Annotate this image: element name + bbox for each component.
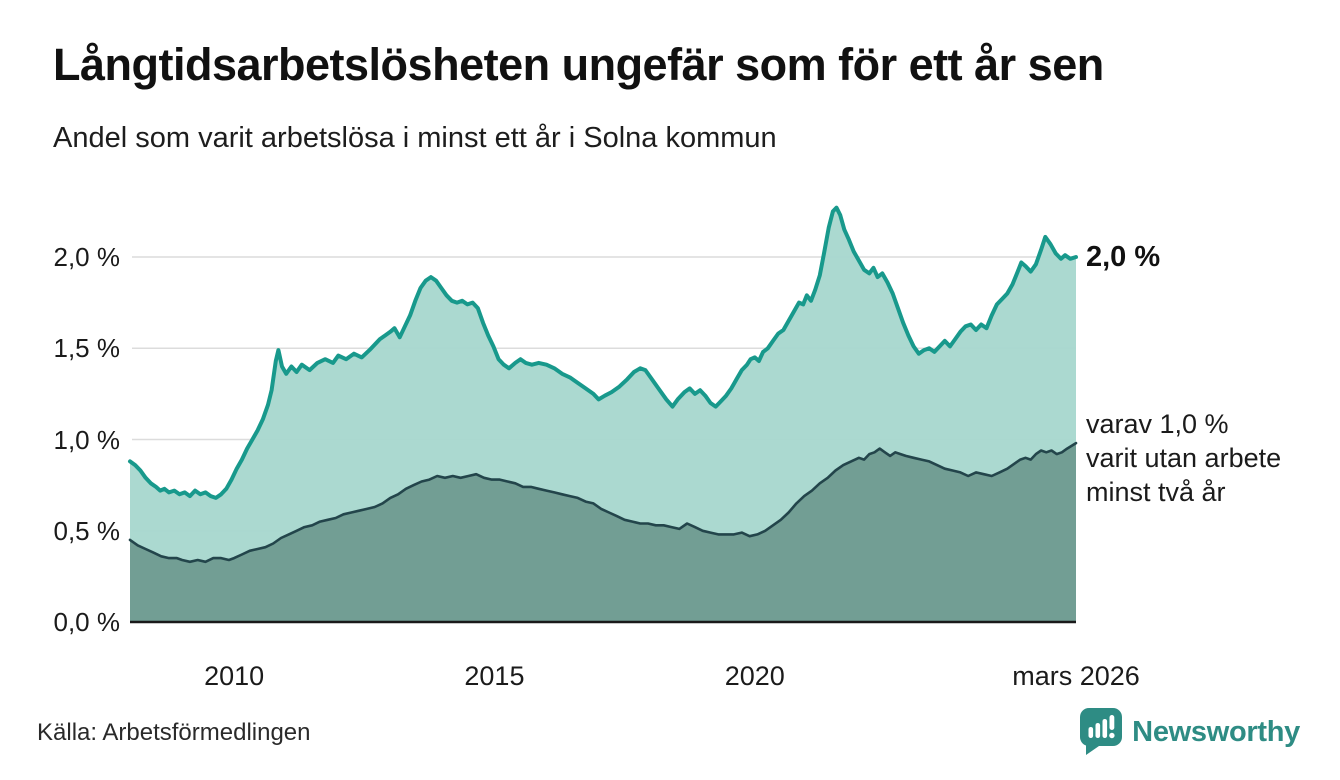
newsworthy-logo: Newsworthy <box>1080 708 1300 756</box>
page-title: Långtidsarbetslösheten ungefär som för e… <box>53 39 1104 90</box>
source-note: Källa: Arbetsförmedlingen <box>37 719 311 746</box>
x-tick-label: 2010 <box>204 661 265 691</box>
y-tick-label: 2,0 % <box>53 242 121 272</box>
area-fill-2 <box>130 443 1076 622</box>
x-tick-label: 2015 <box>464 661 525 691</box>
series-line-2 <box>128 441 1078 564</box>
annotation-line-3: minst två år <box>1086 477 1226 507</box>
y-tick-label: 1,0 % <box>53 424 121 455</box>
annotation-line-1: varav 1,0 % <box>1086 409 1229 439</box>
newsworthy-bubble-icon <box>1080 708 1123 755</box>
chart-subtitle: Andel som varit arbetslösa i minst ett å… <box>53 122 777 154</box>
series-fills <box>130 207 1076 622</box>
series-lines <box>128 205 1078 564</box>
y-tick-label: 1,5 % <box>53 333 121 364</box>
x-tick-label: 2020 <box>724 661 785 691</box>
series-line-1 <box>128 205 1078 500</box>
newsworthy-wordmark: Newsworthy <box>1132 715 1300 748</box>
annotation-two-year-share: varav 1,0 % varit utan arbete minst två … <box>1086 407 1281 509</box>
x-tick-label: mars 2026 <box>1012 661 1140 691</box>
y-tick-label: 0,5 % <box>53 515 121 546</box>
annotation-latest-total: 2,0 % <box>1086 241 1161 273</box>
annotation-line-2: varit utan arbete <box>1086 443 1282 473</box>
y-tick-label: 0,0 % <box>53 607 121 637</box>
